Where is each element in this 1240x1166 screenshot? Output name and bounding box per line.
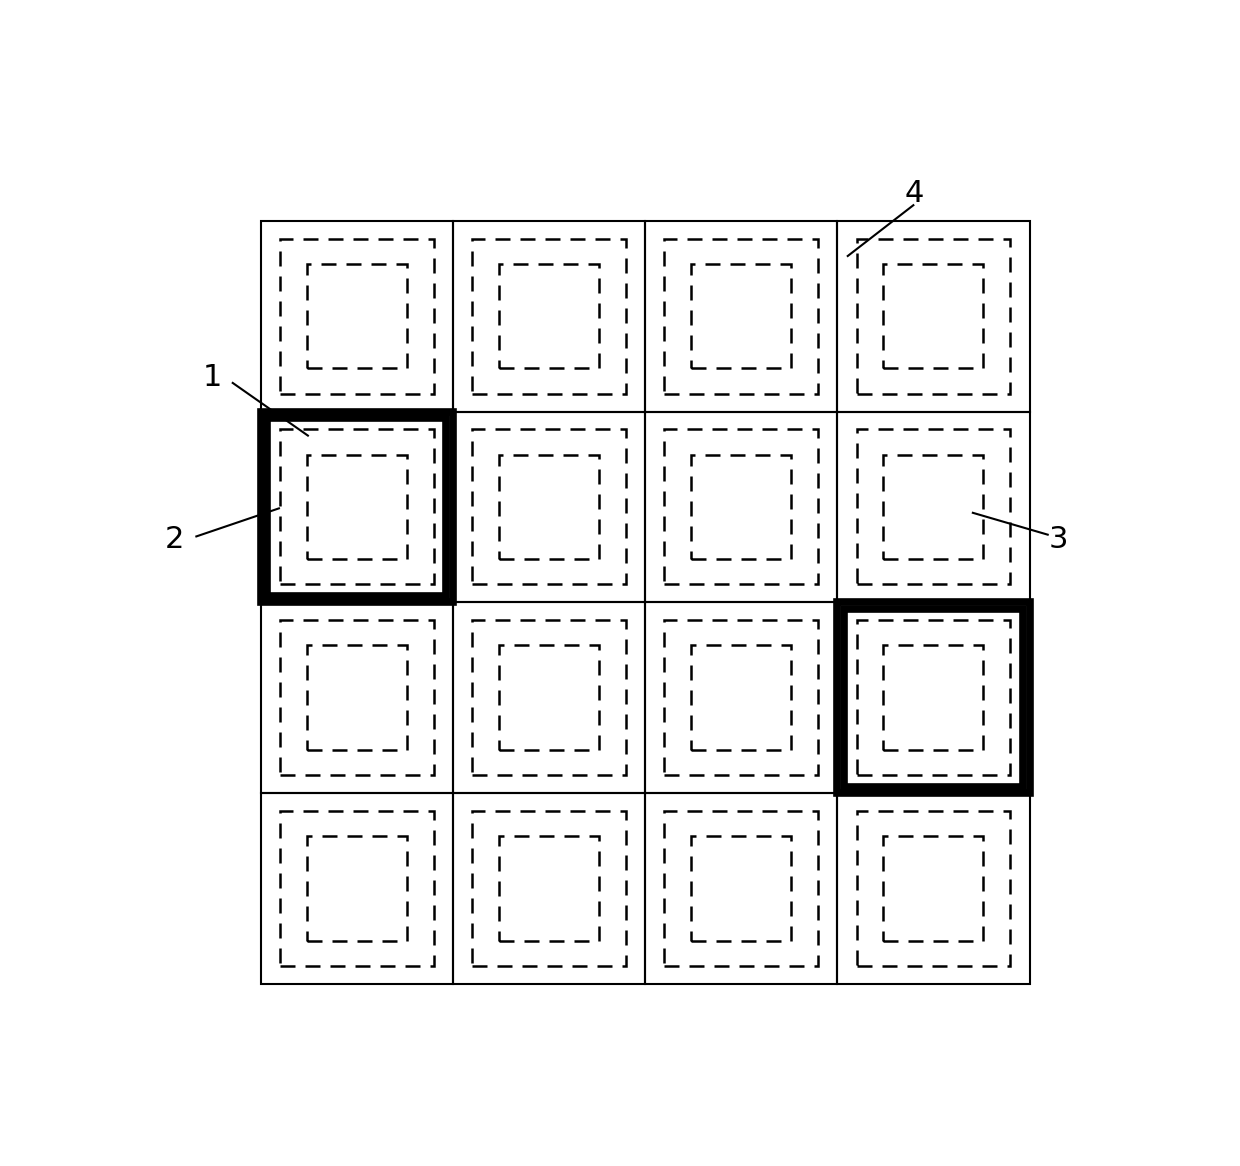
Bar (280, 620, 434, 775)
Bar (260, 793, 453, 984)
Bar (472, 812, 626, 965)
Bar (665, 812, 818, 965)
Bar (883, 646, 983, 750)
Bar (260, 220, 453, 412)
Bar (645, 220, 837, 412)
Bar (498, 836, 599, 941)
Text: 2: 2 (165, 525, 184, 554)
Bar (280, 239, 434, 394)
Bar (837, 220, 1029, 412)
Bar (691, 836, 791, 941)
Bar (691, 264, 791, 368)
Bar (857, 429, 1011, 584)
Bar (837, 412, 1029, 603)
Bar (883, 264, 983, 368)
Bar (453, 603, 645, 793)
Bar (837, 603, 1029, 793)
Text: 4: 4 (904, 180, 924, 209)
Bar (260, 603, 453, 793)
Bar (472, 239, 626, 394)
Bar (472, 620, 626, 775)
Bar (665, 239, 818, 394)
Bar (498, 264, 599, 368)
Bar (453, 793, 645, 984)
Bar (691, 646, 791, 750)
Bar (857, 620, 1011, 775)
Bar (498, 455, 599, 560)
Bar (453, 220, 645, 412)
Bar (472, 429, 626, 584)
Bar (260, 412, 453, 603)
Bar (306, 836, 407, 941)
Bar (453, 412, 645, 603)
Bar (857, 812, 1011, 965)
Text: 1: 1 (203, 364, 222, 392)
Bar (691, 455, 791, 560)
Bar (844, 609, 1023, 787)
Text: 3: 3 (1049, 525, 1068, 554)
Bar (498, 646, 599, 750)
Bar (306, 264, 407, 368)
Bar (645, 793, 837, 984)
Bar (645, 603, 837, 793)
Bar (665, 620, 818, 775)
Bar (306, 646, 407, 750)
Bar (280, 429, 434, 584)
Bar (280, 812, 434, 965)
Bar (306, 455, 407, 560)
Bar (268, 417, 446, 596)
Bar (665, 429, 818, 584)
Bar (837, 793, 1029, 984)
Bar (857, 239, 1011, 394)
Bar (883, 455, 983, 560)
Bar (883, 836, 983, 941)
Bar (645, 412, 837, 603)
